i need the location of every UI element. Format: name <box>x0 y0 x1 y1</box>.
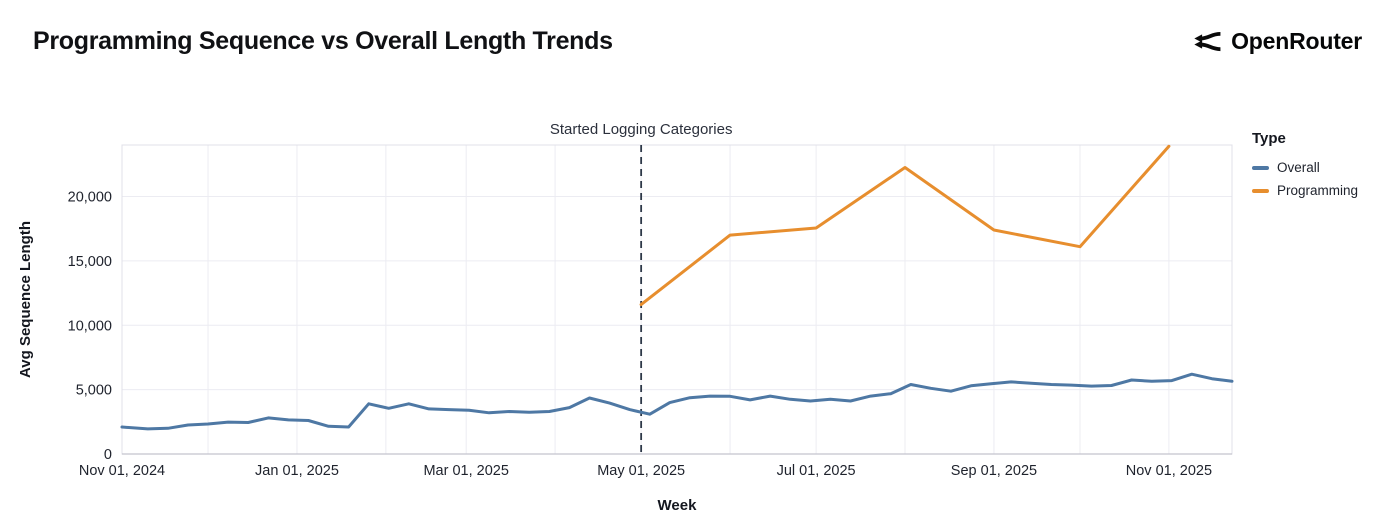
legend-label: Overall <box>1277 160 1320 175</box>
legend-item-programming: Programming <box>1252 183 1358 198</box>
y-axis-title: Avg Sequence Length <box>17 221 34 378</box>
legend-swatch <box>1252 188 1269 193</box>
legend-label: Programming <box>1277 183 1359 198</box>
chart-legend: Type Overall Programming <box>1252 130 1358 206</box>
x-tick-label: Jan 01, 2025 <box>255 463 339 479</box>
x-tick-label: Jul 01, 2025 <box>777 463 856 479</box>
x-tick-label: May 01, 2025 <box>597 463 685 479</box>
brand-name: OpenRouter <box>1231 28 1362 54</box>
x-tick-label: Sep 01, 2025 <box>951 463 1037 479</box>
y-tick-label: 10,000 <box>68 318 112 334</box>
x-axis-title: Week <box>658 497 698 514</box>
y-tick-label: 5,000 <box>76 383 112 399</box>
annotation-label: Started Logging Categories <box>550 121 733 138</box>
overall-line <box>120 372 1234 431</box>
brand-logo: OpenRouter <box>1194 28 1362 55</box>
x-tick-label: Nov 01, 2024 <box>79 463 165 479</box>
legend-swatch <box>1252 165 1269 170</box>
y-tick-label: 15,000 <box>68 254 112 270</box>
y-tick-label: 20,000 <box>68 190 112 206</box>
x-tick-label: Nov 01, 2025 <box>1126 463 1212 479</box>
legend-title: Type <box>1252 130 1286 147</box>
openrouter-fork-icon <box>1194 31 1221 52</box>
programming-line <box>639 144 1171 307</box>
plot-border <box>121 144 1233 455</box>
x-tick-label: Mar 01, 2025 <box>423 463 508 479</box>
page-title: Programming Sequence vs Overall Length T… <box>33 27 613 55</box>
legend-item-overall: Overall <box>1252 160 1358 175</box>
y-tick-label: 0 <box>104 447 112 463</box>
